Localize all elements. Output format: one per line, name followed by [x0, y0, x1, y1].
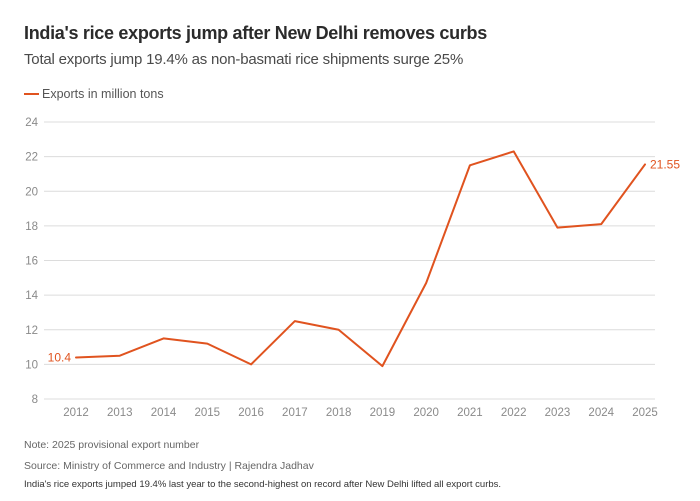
x-tick-label: 2022 [501, 407, 527, 419]
y-tick-label: 20 [25, 186, 38, 198]
chart-title: India's rice exports jump after New Delh… [24, 23, 487, 43]
legend: Exports in million tons [24, 87, 164, 101]
x-tick-label: 2023 [545, 407, 571, 419]
x-tick-label: 2019 [370, 407, 396, 419]
y-tick-label: 14 [25, 290, 38, 302]
y-tick-label: 18 [25, 221, 38, 233]
legend-label: Exports in million tons [42, 87, 164, 101]
source-text: Source: Ministry of Commerce and Industr… [24, 460, 314, 472]
series-line-layer [75, 150, 646, 368]
y-tick-label: 10 [25, 359, 38, 371]
data-label: 10.4 [48, 350, 72, 364]
x-tick-label: 2015 [195, 407, 221, 419]
x-tick-label: 2020 [413, 407, 439, 419]
x-tick-label: 2017 [282, 407, 308, 419]
gridlines [44, 121, 655, 400]
series-line [75, 150, 646, 368]
caption-text: India's rice exports jumped 19.4% last y… [24, 479, 502, 490]
y-tick-label: 16 [25, 256, 38, 268]
chart-subtitle: Total exports jump 19.4% as non-basmati … [24, 51, 464, 68]
x-axis-ticks: 2012 2013 2014 2015 2016 2017 2018 2019 2020 2021… [63, 407, 658, 419]
y-tick-label: 22 [25, 152, 38, 164]
x-tick-label: 2021 [457, 407, 483, 419]
y-tick-label: 8 [32, 394, 38, 406]
data-labels: 10.4 21.55 [48, 157, 681, 364]
x-tick-label: 2016 [238, 407, 264, 419]
x-tick-label: 2018 [326, 407, 352, 419]
note-text: Note: 2025 provisional export number [24, 439, 200, 451]
data-label: 21.55 [650, 157, 680, 171]
x-tick-label: 2024 [588, 407, 614, 419]
y-tick-label: 24 [25, 117, 38, 129]
legend-swatch-line-icon [24, 93, 39, 95]
x-tick-label: 2014 [151, 407, 177, 419]
x-tick-label: 2012 [63, 407, 89, 419]
y-axis-ticks: 8 10 12 14 16 18 20 22 24 [25, 117, 38, 406]
x-tick-label: 2025 [632, 407, 658, 419]
y-tick-label: 12 [25, 325, 38, 337]
x-tick-label: 2013 [107, 407, 133, 419]
